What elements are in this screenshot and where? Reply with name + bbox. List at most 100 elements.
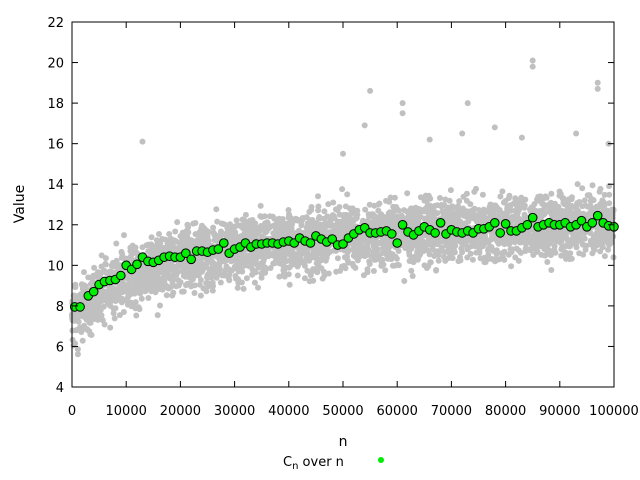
background-point <box>280 222 287 229</box>
background-point <box>268 250 275 257</box>
y-tick-label: 20 <box>47 57 64 72</box>
background-point <box>463 197 470 204</box>
background-point <box>321 208 328 215</box>
background-point <box>599 244 606 251</box>
series-point <box>387 229 397 239</box>
background-point <box>602 235 609 242</box>
background-point <box>240 285 247 292</box>
background-point <box>422 192 429 199</box>
background-point <box>355 250 361 257</box>
background-point <box>523 240 529 247</box>
background-point <box>500 199 507 206</box>
axis-ticks <box>71 21 615 388</box>
background-point <box>565 211 572 218</box>
background-point <box>130 278 137 285</box>
background-point <box>496 207 503 213</box>
background-point <box>263 266 270 273</box>
background-point <box>146 281 153 288</box>
background-point <box>98 270 104 276</box>
background-point <box>84 316 91 323</box>
background-point <box>219 220 226 227</box>
background-point <box>213 206 220 213</box>
background-point <box>205 274 212 281</box>
background-point <box>415 214 422 221</box>
background-point <box>321 226 328 233</box>
background-point <box>205 229 212 235</box>
background-point <box>324 251 331 258</box>
background-point <box>198 268 205 275</box>
background-point <box>242 211 249 218</box>
background-point <box>501 240 508 247</box>
background-point <box>426 202 433 209</box>
background-point <box>272 227 279 234</box>
background-point <box>78 313 85 319</box>
background-point <box>383 250 390 257</box>
background-point <box>237 233 244 240</box>
background-point <box>458 245 465 252</box>
background-point <box>152 277 159 284</box>
background-point <box>388 213 395 220</box>
background-point <box>414 256 421 263</box>
background-point <box>380 235 387 242</box>
background-point <box>157 269 164 276</box>
x-tick-label: 70000 <box>431 404 472 419</box>
background-point <box>113 240 120 247</box>
background-point <box>499 188 506 195</box>
background-point <box>442 196 449 203</box>
background-point <box>157 302 163 309</box>
background-point <box>542 193 549 200</box>
background-point <box>448 206 455 212</box>
x-tick-label: 0 <box>68 404 76 419</box>
background-point <box>511 207 518 214</box>
legend-label-main: C <box>283 455 292 470</box>
background-point <box>107 324 114 331</box>
background-point <box>143 242 150 249</box>
background-point <box>124 294 131 301</box>
series-point <box>500 219 511 229</box>
background-point <box>84 311 91 318</box>
background-point <box>301 262 308 269</box>
background-point <box>368 253 375 259</box>
background-point <box>163 292 170 299</box>
background-point <box>102 261 109 268</box>
background-point <box>262 229 269 236</box>
background-point <box>521 202 528 209</box>
background-point <box>223 265 230 272</box>
background-point <box>448 240 455 247</box>
y-tick-label: 22 <box>47 16 64 31</box>
background-point <box>360 272 367 279</box>
background-point <box>312 220 319 227</box>
background-point <box>414 241 420 248</box>
y-tick-label: 14 <box>47 178 64 193</box>
background-point <box>328 228 335 235</box>
background-point <box>315 215 322 222</box>
background-point <box>490 209 497 216</box>
background-point <box>456 198 463 205</box>
background-point <box>462 242 469 248</box>
background-point <box>366 261 373 267</box>
background-point <box>313 225 320 232</box>
background-point <box>191 290 198 296</box>
background-point <box>119 250 126 257</box>
background-point <box>370 268 377 274</box>
background-point <box>288 225 295 232</box>
background-point <box>69 336 76 343</box>
background-point <box>571 213 578 220</box>
background-point <box>213 274 220 281</box>
background-point <box>477 255 484 262</box>
background-point <box>209 269 216 276</box>
background-point <box>222 256 229 262</box>
background-point <box>366 201 373 208</box>
y-tick-label: 6 <box>56 340 64 355</box>
series-point <box>338 239 348 249</box>
background-point <box>370 223 377 230</box>
background-point <box>333 268 340 275</box>
background-point <box>371 238 378 245</box>
background-point <box>503 213 510 219</box>
background-point <box>558 252 565 259</box>
background-point <box>79 282 86 289</box>
background-point <box>197 277 204 283</box>
background-point <box>573 130 580 137</box>
background-point <box>580 241 587 248</box>
background-point <box>606 200 613 207</box>
